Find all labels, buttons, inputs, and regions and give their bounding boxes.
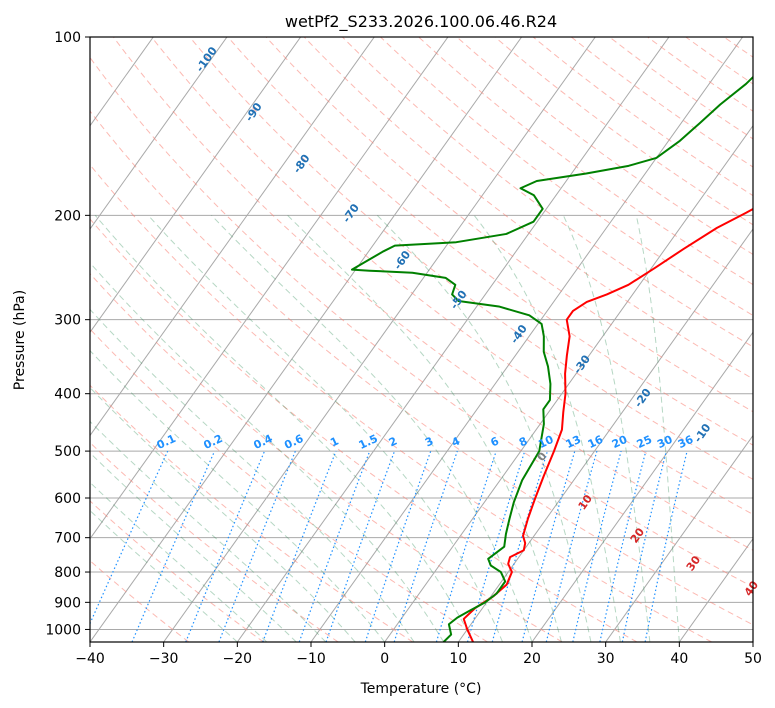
dry-adiabat-line xyxy=(189,37,753,480)
moist-adiabat-line xyxy=(635,215,680,642)
mixing-ratio-line xyxy=(325,450,396,642)
isotherm-line xyxy=(678,537,753,642)
background-lines xyxy=(90,37,753,642)
dry-adiabat-line xyxy=(303,37,753,380)
dry-adiabat-line xyxy=(90,56,753,588)
isotherm-line xyxy=(310,37,744,642)
mixing-ratio-label: 20 xyxy=(610,433,630,451)
isotherm-line xyxy=(90,37,302,334)
x-tick-label: −30 xyxy=(149,651,179,667)
mixing-ratio-label: 10 xyxy=(536,433,556,451)
moist-adiabat-line xyxy=(473,215,621,642)
x-tick-label: 0 xyxy=(380,651,389,667)
x-tick-label: 40 xyxy=(670,651,688,667)
isotherm-line xyxy=(90,37,228,230)
isotherm-line xyxy=(90,37,375,437)
y-tick-label: 900 xyxy=(54,595,81,611)
mixing-ratio-line xyxy=(262,450,337,642)
y-tick-label: 400 xyxy=(54,387,81,403)
isotherm-line xyxy=(236,37,670,642)
isotherm-line xyxy=(457,228,753,642)
mixing-ratio-label: 30 xyxy=(655,433,675,451)
y-tick-label: 100 xyxy=(54,30,81,46)
mixing-ratio-line xyxy=(298,450,371,642)
mixing-ratio-line xyxy=(572,450,622,642)
x-tick-label: 10 xyxy=(449,651,467,667)
dry-adiabat-line xyxy=(90,328,488,642)
mixing-ratio-label: 36 xyxy=(676,433,696,451)
mixing-ratio-line xyxy=(545,450,598,642)
isotherm-line xyxy=(163,37,596,642)
moist-adiabat-line xyxy=(90,420,327,642)
y-axis-label: Pressure (hPa) xyxy=(12,290,28,390)
dewpoint-line xyxy=(350,75,753,642)
x-tick-label: 20 xyxy=(523,651,541,667)
chart-title: wetPf2_S233.2026.100.06.46.R24 xyxy=(285,12,557,32)
mixing-ratio-line xyxy=(521,450,576,642)
mixing-ratio-line xyxy=(491,450,549,642)
plot-frame xyxy=(89,36,754,643)
dry-adiabat-line xyxy=(150,37,753,515)
dry-adiabat-line xyxy=(532,37,753,197)
axes: −40 −30 −20 −10 0 10 20 30 40 50 100 200 300 400 500 60… xyxy=(45,30,762,667)
moist-adiabat-line xyxy=(90,308,415,642)
dry-adiabat-line xyxy=(341,37,753,348)
mixing-ratio-label: 25 xyxy=(635,433,654,451)
dry-adiabat-line xyxy=(90,500,264,642)
dry-adiabat-line xyxy=(90,110,753,626)
x-tick-label: −10 xyxy=(296,651,326,667)
profile-lines xyxy=(350,75,753,642)
dry-adiabat-line xyxy=(90,441,339,642)
temperature-line xyxy=(462,207,753,642)
moist-adiabat-line xyxy=(147,215,503,642)
x-tick-label: 50 xyxy=(744,651,762,667)
dry-adiabat-line xyxy=(90,272,563,642)
mixing-ratio-line xyxy=(131,450,216,642)
dry-adiabat-line xyxy=(112,37,753,551)
dry-adiabat-line xyxy=(494,37,753,226)
y-tick-label: 200 xyxy=(54,208,81,224)
y-tick-label: 1000 xyxy=(45,622,81,638)
moist-adiabat-line xyxy=(94,215,474,642)
moist-adiabat-line xyxy=(211,214,533,642)
moist-adiabat-line xyxy=(90,481,268,642)
dry-adiabat-line xyxy=(90,218,638,642)
x-axis-label: Temperature (°C) xyxy=(360,681,482,697)
mixing-ratio-line xyxy=(393,450,458,642)
mixing-ratio-line xyxy=(599,450,647,642)
moist-adiabat-line xyxy=(90,262,445,642)
mixing-ratio-line xyxy=(435,450,497,642)
x-tick-label: −20 xyxy=(223,651,253,667)
mixing-ratio-label: 13 xyxy=(564,433,583,451)
dry-adiabat-line xyxy=(265,37,753,413)
moist-adiabat-line xyxy=(287,214,562,642)
moist-adiabat-line xyxy=(90,386,356,642)
isotherm-line xyxy=(384,124,753,642)
dry-adiabat-line xyxy=(570,37,753,168)
y-tick-label: 500 xyxy=(54,444,81,460)
mixing-ratio-line xyxy=(185,450,266,642)
moist-adiabat-line xyxy=(90,452,297,642)
x-tick-label: −40 xyxy=(75,651,105,667)
mixing-ratio-line xyxy=(621,450,667,642)
moist-adiabat-line xyxy=(90,349,386,642)
y-tick-label: 300 xyxy=(54,313,81,329)
y-tick-label: 600 xyxy=(54,491,81,507)
x-tick-label: 30 xyxy=(597,651,615,667)
y-tick-label: 800 xyxy=(54,565,81,581)
mixing-ratio-label: 16 xyxy=(586,433,606,451)
y-tick-label: 700 xyxy=(54,531,81,547)
mixing-ratio-line xyxy=(364,450,432,642)
dry-adiabat-line xyxy=(90,164,712,642)
isotherm-line xyxy=(90,37,523,642)
moist-adiabat-line xyxy=(562,215,651,642)
dry-adiabat-line xyxy=(608,37,753,140)
isotherm-line xyxy=(90,37,449,540)
mixing-ratio-line xyxy=(218,450,296,642)
isotherm-line xyxy=(605,434,753,642)
isotherm-line xyxy=(531,331,753,642)
